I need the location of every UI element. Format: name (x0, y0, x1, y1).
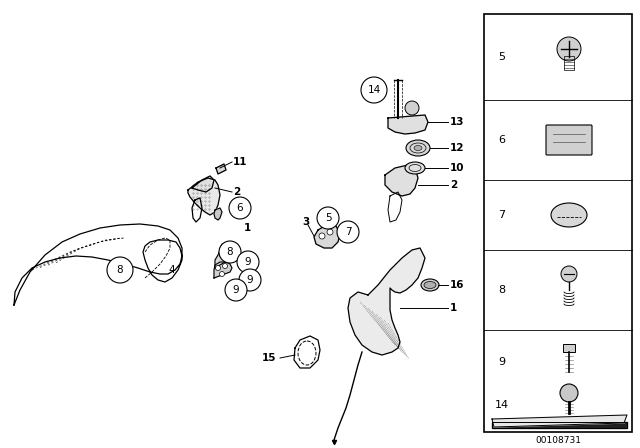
Text: 7: 7 (499, 210, 506, 220)
Text: 8: 8 (116, 265, 124, 275)
Text: 4: 4 (168, 265, 175, 275)
Circle shape (223, 263, 227, 268)
Circle shape (220, 271, 225, 276)
Text: 14: 14 (495, 400, 509, 410)
Polygon shape (188, 178, 220, 215)
Text: 13: 13 (450, 117, 465, 127)
Text: 6: 6 (237, 203, 243, 213)
Text: 8: 8 (499, 285, 506, 295)
Bar (484, 14, 632, 432)
Circle shape (216, 266, 221, 271)
Text: 16: 16 (450, 280, 465, 290)
Circle shape (327, 229, 333, 235)
Text: 00108731: 00108731 (535, 435, 581, 444)
Text: 11: 11 (233, 157, 248, 167)
Polygon shape (492, 422, 627, 428)
Bar (563, 344, 575, 352)
Text: 15: 15 (262, 353, 276, 363)
Circle shape (405, 101, 419, 115)
Circle shape (557, 37, 581, 61)
Text: 2: 2 (233, 187, 240, 197)
Text: 1: 1 (450, 303, 457, 313)
Circle shape (107, 257, 133, 283)
Text: 1: 1 (244, 223, 252, 233)
Polygon shape (492, 415, 627, 427)
Text: 14: 14 (367, 85, 381, 95)
Text: 8: 8 (227, 247, 234, 257)
Circle shape (219, 241, 241, 263)
Polygon shape (385, 165, 418, 196)
Polygon shape (314, 224, 340, 248)
Text: 5: 5 (324, 213, 332, 223)
Text: 2: 2 (450, 180, 457, 190)
Text: 7: 7 (345, 227, 351, 237)
Text: 9: 9 (246, 275, 253, 285)
Text: 9: 9 (244, 257, 252, 267)
Polygon shape (388, 115, 428, 134)
FancyBboxPatch shape (546, 125, 592, 155)
Ellipse shape (405, 162, 425, 174)
Text: 10: 10 (450, 163, 465, 173)
Ellipse shape (551, 203, 587, 227)
Circle shape (317, 207, 339, 229)
Text: 12: 12 (450, 143, 465, 153)
Circle shape (225, 279, 247, 301)
Bar (564, 56, 574, 70)
Polygon shape (192, 176, 214, 192)
Circle shape (361, 77, 387, 103)
Text: 9: 9 (233, 285, 239, 295)
Ellipse shape (421, 279, 439, 291)
Text: 6: 6 (499, 135, 506, 145)
Circle shape (561, 266, 577, 282)
Text: 3: 3 (302, 217, 309, 227)
Ellipse shape (406, 140, 430, 156)
Ellipse shape (414, 146, 422, 151)
Circle shape (319, 233, 325, 239)
Text: 5: 5 (499, 52, 506, 62)
Circle shape (229, 197, 251, 219)
Polygon shape (214, 262, 232, 278)
Polygon shape (215, 248, 228, 268)
Circle shape (237, 251, 259, 273)
Circle shape (239, 269, 261, 291)
Circle shape (337, 221, 359, 243)
Polygon shape (348, 248, 425, 355)
Ellipse shape (424, 281, 436, 289)
Circle shape (560, 384, 578, 402)
Polygon shape (214, 208, 222, 220)
Polygon shape (216, 164, 226, 174)
Text: 9: 9 (499, 357, 506, 367)
